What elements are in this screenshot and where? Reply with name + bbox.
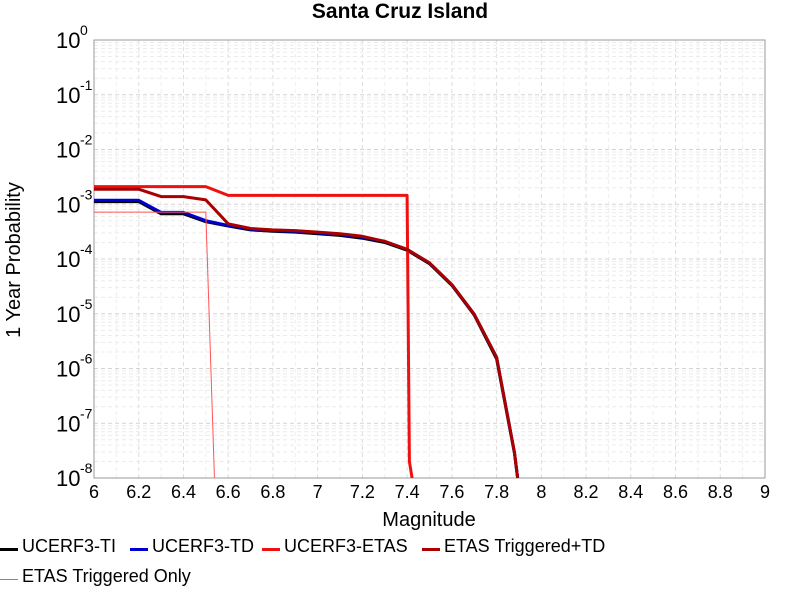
x-tick-label: 7.8	[484, 482, 509, 502]
legend-entry: UCERF3-ETAS	[262, 536, 408, 557]
y-tick-label: 10 -1	[56, 77, 93, 108]
y-tick-base: 10	[56, 83, 80, 108]
x-axis-label: Magnitude	[382, 509, 475, 531]
series-line	[94, 187, 520, 478]
y-axis-label: 1 Year Probability	[3, 182, 25, 338]
y-tick-base: 10	[56, 138, 80, 163]
series-layer	[94, 185, 520, 478]
y-tick-label: 10 -3	[56, 186, 93, 217]
series-line	[94, 198, 520, 478]
y-tick-exponent: -6	[80, 351, 93, 367]
grid	[93, 40, 766, 479]
x-tick-label: 6.6	[216, 482, 241, 502]
series-line	[94, 185, 414, 478]
legend-swatch	[130, 548, 148, 551]
y-tick-base: 10	[56, 302, 80, 327]
y-tick-exponent: 0	[80, 22, 88, 38]
y-tick-exponent: -8	[80, 460, 93, 476]
y-tick-label: 10 -4	[56, 241, 93, 272]
y-tick-label: 10 -6	[56, 351, 93, 382]
x-tick-label: 8	[536, 482, 546, 502]
x-tick-label: 7	[313, 482, 323, 502]
plot-frame	[93, 39, 766, 479]
legend-label: ETAS Triggered+TD	[444, 536, 606, 556]
x-tick-label: 9	[760, 482, 770, 502]
x-tick-label: 8.4	[618, 482, 643, 502]
legend-label: UCERF3-TD	[152, 536, 254, 556]
chart-title: Santa Cruz Island	[312, 0, 488, 23]
legend-entry: UCERF3-TI	[0, 536, 116, 557]
x-tick-label: 7.4	[395, 482, 420, 502]
y-tick-exponent: -2	[80, 132, 93, 148]
y-tick-exponent: -7	[80, 405, 93, 421]
legend-swatch	[0, 579, 18, 580]
y-tick-base: 10	[56, 192, 80, 217]
legend-label: ETAS Triggered Only	[22, 566, 191, 586]
y-tick-label: 10 -2	[56, 132, 93, 163]
series-line	[94, 200, 520, 478]
x-tick-label: 8.6	[663, 482, 688, 502]
y-tick-exponent: -5	[80, 296, 93, 312]
y-tick-base: 10	[56, 411, 80, 436]
legend-entry: ETAS Triggered Only	[0, 566, 191, 587]
y-tick-exponent: -4	[80, 241, 93, 257]
y-tick-label: 10 -7	[56, 405, 93, 436]
legend-entry: UCERF3-TD	[130, 536, 254, 557]
x-tick-label: 8.2	[574, 482, 599, 502]
legend-swatch	[262, 548, 280, 551]
series-line	[94, 211, 215, 478]
y-tick-label: 10 -5	[56, 296, 93, 327]
legend-label: UCERF3-ETAS	[284, 536, 408, 556]
legend-swatch	[0, 548, 18, 551]
legend-entry: ETAS Triggered+TD	[422, 536, 605, 557]
legend-row: UCERF3-TI UCERF3-TD UCERF3-ETAS ETAS Trigge…	[0, 536, 800, 564]
y-tick-base: 10	[56, 466, 80, 491]
y-tick-exponent: -3	[80, 186, 93, 202]
x-tick-label: 6.8	[260, 482, 285, 502]
x-tick-label: 7.2	[350, 482, 375, 502]
x-axis-ticks: 6 6.2 6.4 6.6 6.8 7 7.2 7.4 7.6 7.8 8 8.2 8.4 8.6 8.8 9	[89, 482, 770, 502]
legend-row: ETAS Triggered Only	[0, 566, 800, 594]
y-tick-base: 10	[56, 28, 80, 53]
legend-swatch	[422, 548, 440, 551]
y-tick-label: 10 -8	[56, 460, 93, 491]
x-tick-label: 7.6	[439, 482, 464, 502]
y-tick-exponent: -1	[80, 77, 93, 93]
legend-label: UCERF3-TI	[22, 536, 116, 556]
x-tick-label: 6	[89, 482, 99, 502]
x-tick-label: 6.2	[126, 482, 151, 502]
x-tick-label: 8.8	[708, 482, 733, 502]
y-tick-base: 10	[56, 357, 80, 382]
y-tick-label: 10 0	[56, 22, 88, 53]
y-tick-base: 10	[56, 247, 80, 272]
x-tick-label: 6.4	[171, 482, 196, 502]
